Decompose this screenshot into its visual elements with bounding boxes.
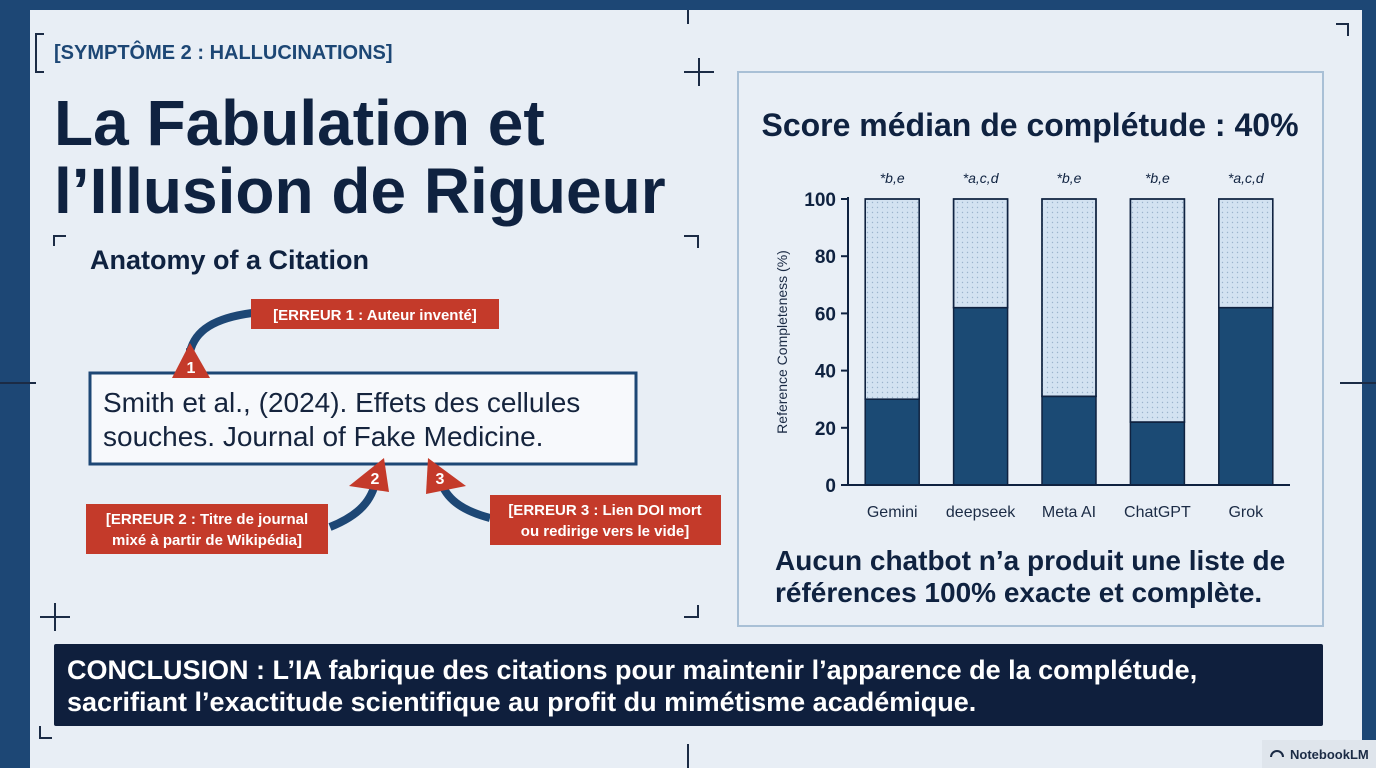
bar-annotation: *a,c,d — [963, 170, 1000, 186]
citation-line: souches. Journal of Fake Medicine. — [103, 421, 543, 452]
x-tick-label: ChatGPT — [1124, 504, 1191, 521]
bar-texture — [1218, 198, 1274, 309]
conclusion-box — [54, 644, 1323, 726]
title-line: La Fabulation et — [54, 87, 545, 159]
citation-line: Smith et al., (2024). Effets des cellule… — [103, 387, 580, 418]
chart: 0 20 40 60 80 100 *b,e Gemini *a,c,d deepseek *b,e… — [804, 170, 1290, 521]
error-text: [ERREUR 1 : Auteur inventé] — [273, 307, 477, 324]
title-line: l’Illusion de Rigueur — [54, 155, 666, 227]
crop-marks — [0, 10, 1376, 768]
error-box — [251, 299, 499, 329]
chart-title: Score médian de complétude : 40% — [761, 107, 1298, 143]
bar-texture — [864, 198, 920, 400]
bar-texture — [1041, 198, 1097, 398]
watermark-icon — [1270, 750, 1284, 758]
y-tick-label: 40 — [815, 362, 836, 383]
y-tick-label: 60 — [815, 304, 836, 325]
bar-texture — [1129, 198, 1186, 423]
bar-annotation: *b,e — [1057, 170, 1082, 186]
error-text: [ERREUR 3 : Lien DOI mort — [508, 502, 701, 519]
y-axis-label: Reference Completeness (%) — [774, 250, 790, 434]
marker-number: 3 — [436, 471, 445, 488]
error-text: mixé à partir de Wikipédia] — [112, 532, 302, 549]
x-tick-label: Grok — [1228, 504, 1264, 521]
error-text: ou redirige vers le vide] — [521, 523, 689, 540]
subtitle: Anatomy of a Citation — [90, 245, 369, 275]
x-tick-label: Gemini — [867, 504, 918, 521]
x-tick-label: Meta AI — [1042, 504, 1096, 521]
tag: [SYMPTÔME 2 : HALLUCINATIONS] — [54, 40, 393, 64]
bar-segment — [1218, 306, 1274, 486]
bar-texture — [952, 198, 1009, 309]
y-tick-label: 100 — [804, 190, 836, 211]
y-tick-label: 0 — [825, 476, 836, 497]
conclusion-line: sacrifiant l’exactitude scientifique au … — [67, 687, 976, 717]
bar-segment — [1041, 395, 1097, 486]
x-tick-label: deepseek — [946, 504, 1016, 521]
error-text: [ERREUR 2 : Titre de journal — [106, 511, 308, 528]
bar-segment — [952, 306, 1009, 486]
bar-annotation: *b,e — [880, 170, 905, 186]
y-tick-label: 80 — [815, 247, 836, 268]
bar-annotation: *a,c,d — [1228, 170, 1265, 186]
error-markers: 1 2 3 — [172, 343, 466, 494]
watermark-box — [1262, 740, 1376, 768]
chart-caption: références 100% exacte et complète. — [775, 577, 1262, 608]
y-tick-label: 20 — [815, 419, 836, 440]
watermark: NotebookLM — [1290, 747, 1369, 762]
marker-number: 2 — [371, 471, 380, 488]
conclusion-line: CONCLUSION : L’IA fabrique des citations… — [67, 655, 1197, 685]
bar-segment — [864, 398, 920, 486]
bar-annotation: *b,e — [1145, 170, 1170, 186]
error-box — [86, 504, 328, 554]
citation-box — [88, 371, 638, 466]
chart-caption: Aucun chatbot n’a produit une liste de — [775, 545, 1285, 576]
bar-segment — [1129, 421, 1186, 486]
marker-number: 1 — [187, 360, 196, 377]
error-box — [490, 495, 721, 545]
